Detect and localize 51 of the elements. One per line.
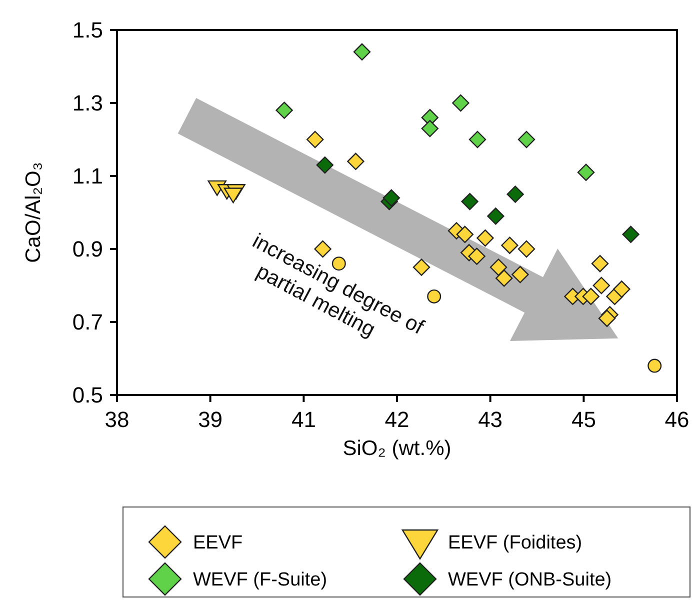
point [468,248,486,265]
y-tick-label: 0.9 [72,236,103,262]
point [648,358,662,373]
point [582,288,600,306]
point [496,270,513,287]
point [501,236,518,254]
point [591,255,609,272]
point [452,94,470,112]
legend-label: EEVF [193,532,243,554]
y-tick-label: 1.1 [72,164,103,189]
point [598,310,616,327]
point [353,43,371,60]
point [468,130,486,148]
x-tick-label: 43 [478,407,503,432]
point [456,226,474,243]
y-tick-label: 0.5 [72,382,103,408]
point [487,208,504,225]
y-axis-title: CaO/Al₂O₃ [22,162,45,263]
legend-label: EEVF (Foidites) [448,532,582,554]
point [382,189,400,206]
point [506,186,524,203]
point [577,164,595,181]
point [412,258,430,276]
point [347,152,364,170]
x-tick-label: 38 [104,407,130,432]
point [276,102,293,119]
point [427,289,442,304]
legend-label: WEVF (F-Suite) [193,570,328,591]
point [316,156,334,174]
point [476,229,494,247]
x-axis-title: SiO₂ (wt.%) [342,437,452,460]
legend-label: WEVF (ONB-Suite) [448,570,612,591]
point [421,120,438,138]
point [592,276,610,294]
y-tick-label: 1.3 [72,90,103,116]
point [490,258,508,276]
point [461,192,478,210]
point [518,130,536,148]
y-tick-label: 1.5 [72,18,103,43]
x-tick-label: 39 [198,407,223,432]
x-tick-label: 42 [384,407,410,432]
x-tick-label: 41 [291,407,316,432]
point [622,226,640,243]
point [306,130,324,148]
point [224,188,243,204]
y-tick-label: 0.7 [72,310,103,335]
point [613,280,630,298]
point [518,240,536,258]
point [512,266,529,284]
x-tick-label: 46 [664,407,690,432]
x-tick-label: 45 [571,407,596,432]
